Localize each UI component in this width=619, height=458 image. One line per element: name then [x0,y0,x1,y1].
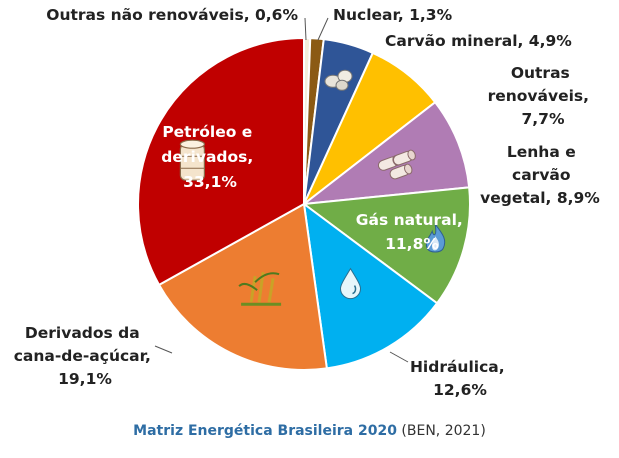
slice-icons [179,69,446,306]
caption-title: Matriz Energética Brasileira 2020 [133,423,397,439]
label-outras-renovaveis: Outras renováveis, 7,7% [488,64,595,128]
label-outras-nao-renovaveis: Outras não renováveis, 0,6% [46,6,298,24]
label-hidraulica: Hidráulica, 12,6% [410,358,510,399]
pie-slice-lenha-e-carvao-vegetal [300,100,471,206]
sugarcane-icon [238,272,282,306]
oil-barrel-icon [179,139,205,181]
leader-line-cana [154,345,173,354]
pie-slice-derivados-da-cana-de-acucar [157,202,328,371]
flame-icon [425,222,446,253]
label-nuclear: Nuclear, 1,3% [333,6,453,24]
label-carvao-mineral: Carvão mineral, 4,9% [385,32,572,50]
leader-line-outras-nao-renovaveis [304,17,307,41]
label-derivados-cana: Derivados da cana-de-açúcar, 19,1% [14,324,157,388]
water-drop-icon [339,267,362,300]
label-petroleo-derivados: Petróleo e derivados, 33,1% [161,123,258,191]
label-lenha-carvao-vegetal: Lenha e carvão vegetal, 8,9% [480,143,600,207]
pie-slices [137,36,471,371]
coal-icon [324,69,353,91]
firewood-icon [377,149,416,180]
label-gas-natural: Gás natural, 11,8% [356,211,468,253]
chart-caption: Matriz Energética Brasileira 2020 (BEN, … [0,423,619,439]
caption-source: (BEN, 2021) [401,423,486,439]
pie-slice-hidraulica [302,201,439,370]
leader-line-hidraulica [389,351,409,363]
leader-line-nuclear [317,17,329,41]
pie-slice-gas-natural [301,186,471,305]
pie-slice-petroleo-e-derivados [137,36,305,287]
